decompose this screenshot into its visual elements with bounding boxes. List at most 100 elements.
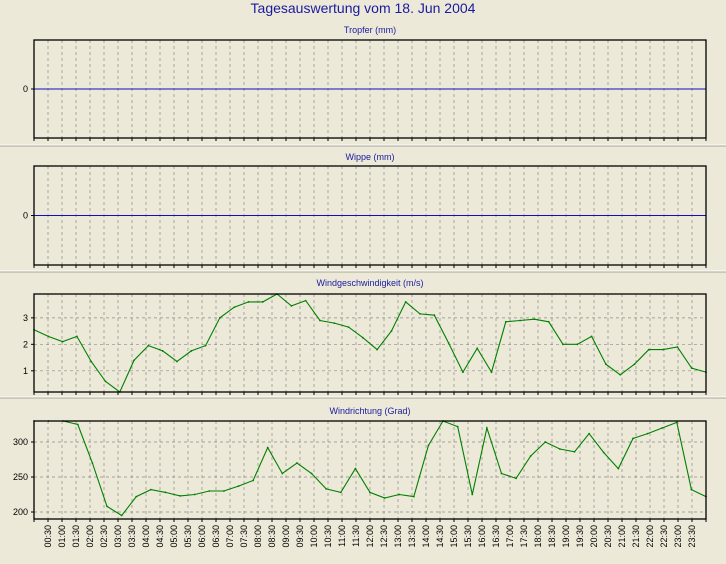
- data-point: [573, 450, 576, 453]
- x-tick-label: 20:30: [603, 525, 613, 548]
- x-tick-label: 08:30: [267, 525, 277, 548]
- data-point: [690, 488, 693, 491]
- data-point: [588, 432, 591, 435]
- x-tick-label: 06:30: [211, 525, 221, 548]
- data-point: [147, 344, 150, 347]
- data-point: [533, 318, 536, 321]
- data-point: [675, 421, 678, 424]
- x-tick-label: 04:30: [155, 525, 165, 548]
- data-point: [485, 427, 488, 429]
- data-point: [218, 316, 221, 319]
- x-tick-label: 17:30: [519, 525, 529, 548]
- data-point: [61, 340, 64, 343]
- x-tick-label: 18:30: [547, 525, 557, 548]
- data-point: [562, 343, 564, 346]
- data-point: [106, 505, 108, 508]
- x-tick-label: 21:30: [631, 525, 641, 548]
- data-point: [504, 320, 507, 323]
- x-tick-label: 06:00: [197, 525, 207, 548]
- data-point: [646, 432, 649, 435]
- y-tick-label: 1: [23, 366, 28, 376]
- data-point: [605, 363, 607, 366]
- data-point: [247, 301, 250, 303]
- data-point: [190, 350, 193, 352]
- data-point: [447, 342, 450, 344]
- data-point: [398, 493, 401, 496]
- data-point: [208, 490, 211, 492]
- data-point: [354, 467, 357, 470]
- y-tick-label: 0: [23, 211, 28, 221]
- x-tick-label: 04:00: [141, 525, 151, 548]
- data-point: [325, 488, 328, 490]
- x-tick-label: 09:00: [281, 525, 291, 548]
- data-point: [281, 472, 284, 475]
- data-point: [104, 380, 107, 383]
- data-point: [161, 350, 164, 352]
- data-point: [369, 491, 371, 494]
- data-point: [347, 326, 350, 329]
- data-point: [547, 320, 550, 323]
- x-tick-label: 15:00: [449, 525, 459, 548]
- data-point: [590, 335, 593, 338]
- data-point: [519, 319, 522, 322]
- data-point: [179, 495, 181, 497]
- y-tick-label: 0: [23, 84, 28, 94]
- data-point: [471, 493, 474, 496]
- y-tick-label: 2: [23, 339, 28, 349]
- y-tick-label: 200: [13, 507, 28, 517]
- data-point: [632, 437, 634, 440]
- data-point: [383, 497, 386, 499]
- data-point: [290, 305, 293, 307]
- x-tick-label: 17:00: [505, 525, 515, 548]
- data-point: [662, 348, 665, 351]
- y-tick-label: 3: [23, 313, 28, 323]
- data-point: [304, 299, 307, 302]
- series-line: [33, 293, 707, 393]
- data-point: [91, 462, 94, 464]
- data-point: [529, 455, 532, 457]
- data-point: [602, 451, 605, 454]
- data-point: [261, 301, 264, 303]
- x-tick-label: 08:00: [253, 525, 263, 548]
- data-point: [76, 423, 79, 426]
- data-point: [339, 491, 342, 494]
- data-point: [404, 301, 407, 303]
- data-point: [690, 367, 693, 370]
- data-point: [233, 306, 236, 309]
- data-point: [310, 472, 313, 475]
- panel-title: Wippe (mm): [346, 152, 395, 162]
- chart-panel: Windrichtung (Grad) 200 250 300: [13, 406, 707, 522]
- x-tick-label: 23:00: [673, 525, 683, 548]
- data-point: [237, 485, 240, 487]
- data-point: [559, 448, 561, 450]
- data-point: [90, 360, 93, 363]
- data-point: [617, 467, 620, 470]
- x-tick-label: 07:00: [225, 525, 235, 548]
- x-tick-label: 05:30: [183, 525, 193, 548]
- x-tick-label: 01:00: [57, 525, 67, 548]
- panel-title: Windrichtung (Grad): [329, 406, 410, 416]
- x-tick-label: 20:00: [589, 525, 599, 548]
- data-point: [47, 335, 50, 338]
- x-tick-label: 13:30: [407, 525, 417, 548]
- data-point: [333, 322, 336, 325]
- x-tick-label: 16:30: [491, 525, 501, 548]
- x-tick-label: 13:00: [393, 525, 403, 548]
- data-point: [223, 490, 225, 492]
- x-tick-label: 00:30: [43, 525, 53, 548]
- x-tick-label: 16:00: [477, 525, 487, 548]
- x-tick-label: 09:30: [295, 525, 305, 548]
- data-point: [412, 495, 415, 498]
- data-point: [633, 363, 636, 366]
- data-point: [296, 462, 298, 464]
- data-point: [462, 371, 464, 374]
- x-tick-label: 15:30: [463, 525, 473, 548]
- x-tick-label: 11:00: [337, 525, 347, 547]
- page-title: Tagesauswertung vom 18. Jun 2004: [250, 0, 476, 16]
- data-point: [500, 472, 503, 475]
- x-tick-label: 10:30: [323, 525, 333, 548]
- data-point: [176, 360, 178, 363]
- data-point: [75, 335, 78, 338]
- panel-title: Tropfer (mm): [344, 25, 396, 35]
